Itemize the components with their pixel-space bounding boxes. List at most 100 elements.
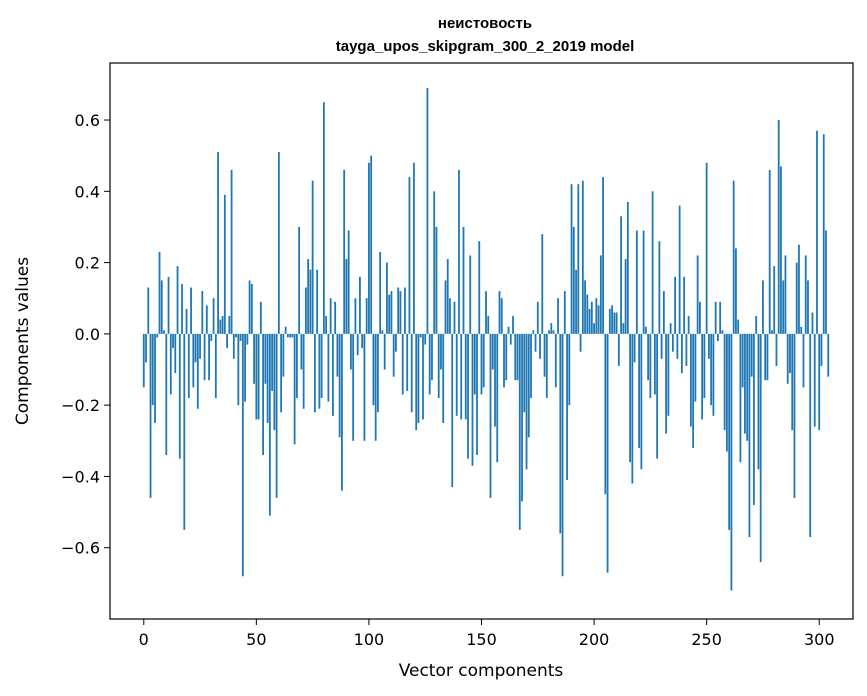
bar: [554, 333, 557, 388]
bar: [178, 333, 181, 459]
bar: [757, 333, 760, 470]
bar: [723, 333, 726, 431]
bar: [190, 287, 192, 334]
bar: [809, 333, 812, 538]
bar: [692, 333, 695, 448]
bar: [268, 333, 271, 516]
bar: [237, 333, 240, 406]
bar: [775, 333, 778, 366]
bar: [174, 333, 177, 374]
bar: [282, 333, 285, 377]
bar: [746, 333, 749, 441]
bar: [383, 333, 386, 370]
bar: [322, 102, 325, 334]
bar: [329, 298, 332, 334]
bar: [172, 333, 174, 349]
bar: [559, 333, 562, 534]
bar: [633, 333, 636, 363]
bar: [381, 330, 384, 334]
bar: [656, 333, 659, 459]
bar: [183, 333, 186, 530]
bar: [482, 333, 485, 388]
bar: [726, 333, 728, 452]
bar: [789, 333, 791, 374]
bar: [156, 333, 159, 338]
bar: [568, 333, 571, 406]
bar: [719, 301, 722, 334]
bar: [451, 333, 454, 488]
bar: [410, 333, 413, 413]
bar: [327, 333, 330, 402]
bar: [622, 323, 625, 334]
bar: [473, 333, 476, 395]
bar: [257, 333, 260, 420]
x-axis-label: Vector components: [399, 661, 564, 681]
bar: [426, 87, 429, 334]
bar: [759, 333, 762, 562]
bar: [662, 291, 665, 334]
bar: [449, 298, 451, 334]
bar: [503, 333, 505, 388]
bar: [230, 169, 233, 334]
bar: [255, 333, 258, 420]
bar: [732, 180, 735, 334]
bar: [620, 216, 622, 334]
bar: [433, 191, 436, 334]
bar: [489, 333, 492, 498]
bar: [201, 291, 204, 334]
bar: [748, 333, 751, 538]
bar: [158, 251, 161, 334]
bar: [151, 333, 154, 406]
bar: [635, 230, 638, 334]
bar: [424, 333, 427, 345]
bar: [505, 333, 508, 381]
bar: [739, 333, 742, 463]
bar: [228, 316, 231, 334]
bar: [606, 333, 609, 573]
bar: [338, 333, 341, 438]
bar: [703, 333, 706, 399]
bar: [780, 166, 782, 334]
bar: [626, 202, 629, 334]
bar: [804, 255, 807, 334]
bar: [590, 301, 593, 334]
bar: [169, 333, 172, 395]
bar: [696, 255, 699, 334]
bar: [347, 230, 350, 334]
bar: [523, 333, 526, 413]
bar: [773, 266, 776, 334]
bar: [460, 333, 463, 420]
bar: [199, 333, 201, 359]
bar: [464, 333, 467, 420]
bar: [291, 333, 294, 338]
bar: [827, 333, 830, 377]
bar: [397, 287, 400, 334]
bar: [413, 162, 415, 334]
bar: [512, 316, 514, 334]
bar: [392, 333, 395, 377]
bar: [262, 333, 264, 456]
bar: [825, 230, 827, 334]
bar: [694, 333, 697, 402]
bar: [631, 333, 634, 484]
bar: [163, 330, 165, 334]
y-tick-label: 0.4: [75, 182, 100, 201]
bar: [147, 287, 150, 334]
bar: [286, 333, 289, 338]
bar: [575, 269, 577, 334]
bar: [530, 333, 532, 399]
bar: [514, 333, 517, 381]
y-tick-label: −0.6: [61, 539, 100, 558]
bar: [730, 333, 733, 591]
bar: [557, 298, 559, 334]
bar: [570, 184, 573, 334]
bar: [786, 333, 789, 384]
bar: [388, 294, 391, 334]
bar: [374, 333, 377, 441]
bar: [617, 333, 620, 366]
bar: [304, 287, 307, 334]
y-tick-label: −0.2: [61, 396, 100, 415]
bar: [577, 184, 580, 334]
bar: [525, 333, 528, 470]
